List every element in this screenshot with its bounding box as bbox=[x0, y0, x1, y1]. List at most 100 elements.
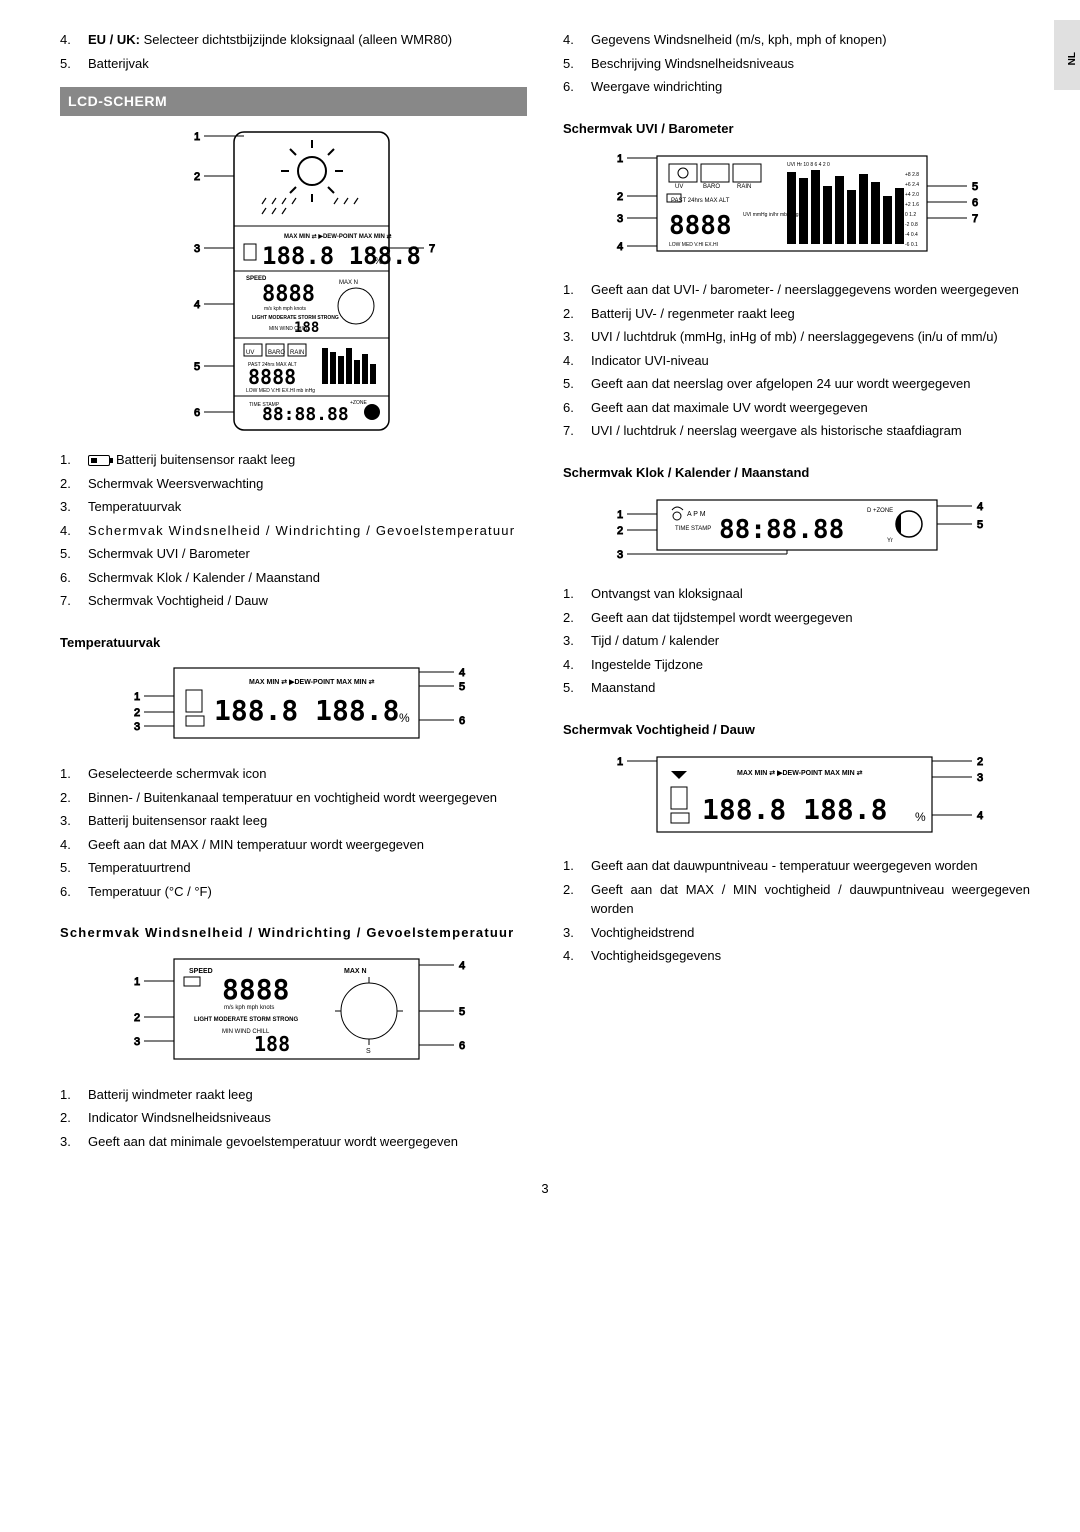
list-item: 6.Geeft aan dat maximale UV wordt weerge… bbox=[563, 398, 1030, 418]
battery-icon bbox=[88, 455, 110, 466]
svg-text:5: 5 bbox=[459, 681, 465, 693]
svg-text:TIME STAMP: TIME STAMP bbox=[675, 526, 711, 532]
svg-text:RAIN: RAIN bbox=[737, 184, 751, 190]
svg-text:3: 3 bbox=[134, 1036, 140, 1048]
svg-text:3: 3 bbox=[617, 213, 623, 225]
list-item: 3.UVI / luchtdruk (mmHg, inHg of mb) / n… bbox=[563, 327, 1030, 347]
svg-text:1: 1 bbox=[617, 509, 623, 521]
svg-text:LOW MED V.HI EX.HI: LOW MED V.HI EX.HI bbox=[669, 242, 718, 248]
svg-text:6: 6 bbox=[972, 197, 978, 209]
list-item: 4.EU / UK: Selecteer dichtstbijzijnde kl… bbox=[60, 30, 527, 50]
svg-text:%: % bbox=[374, 256, 383, 267]
list-item: 2.Binnen- / Buitenkanaal temperatuur en … bbox=[60, 788, 527, 808]
svg-text:3: 3 bbox=[977, 772, 983, 784]
svg-text:8888: 8888 bbox=[248, 365, 296, 389]
list-item: 6.Temperatuur (°C / °F) bbox=[60, 882, 527, 902]
svg-text:8888: 8888 bbox=[222, 973, 289, 1006]
wind-subhead: Schermvak Windsnelheid / Windrichting / … bbox=[60, 923, 527, 943]
svg-text:3: 3 bbox=[617, 549, 623, 561]
svg-text:3: 3 bbox=[194, 243, 200, 255]
svg-text:PAST 24hrs MAX ALT: PAST 24hrs MAX ALT bbox=[671, 198, 730, 204]
svg-text:2: 2 bbox=[977, 756, 983, 768]
svg-text:MAX N: MAX N bbox=[344, 968, 367, 975]
svg-text:5: 5 bbox=[972, 181, 978, 193]
svg-text:1: 1 bbox=[617, 153, 623, 165]
svg-text:S: S bbox=[366, 1048, 371, 1055]
svg-text:MAX MIN ⇄ ▶DEW-POINT MAX MIN ⇄: MAX MIN ⇄ ▶DEW-POINT MAX MIN ⇄ bbox=[284, 232, 392, 240]
list-item: 2.Indicator Windsnelheidsniveaus bbox=[60, 1108, 527, 1128]
list-item: 2.Batterij UV- / regenmeter raakt leeg bbox=[563, 304, 1030, 324]
temp-diagram: MAX MIN ⇄ ▶DEW-POINT MAX MIN ⇄ 188.8 188… bbox=[94, 660, 494, 750]
list-item: 5.Schermvak UVI / Barometer bbox=[60, 544, 527, 564]
svg-text:5: 5 bbox=[459, 1006, 465, 1018]
svg-text:5: 5 bbox=[977, 519, 983, 531]
list-item: 6.Weergave windrichting bbox=[563, 77, 1030, 97]
svg-text:LIGHT MODERATE STORM STRONG: LIGHT MODERATE STORM STRONG bbox=[194, 1017, 298, 1023]
list-item: 6.Schermvak Klok / Kalender / Maanstand bbox=[60, 568, 527, 588]
svg-text:2: 2 bbox=[617, 525, 623, 537]
svg-text:UVI Hr 10 8 6 4 2 0: UVI Hr 10 8 6 4 2 0 bbox=[787, 162, 830, 168]
svg-text:TIME STAMP: TIME STAMP bbox=[249, 402, 280, 408]
svg-text:+6 2.4: +6 2.4 bbox=[905, 182, 919, 188]
svg-text:1: 1 bbox=[134, 976, 140, 988]
svg-text:8888: 8888 bbox=[669, 211, 732, 241]
svg-text:7: 7 bbox=[429, 243, 435, 255]
svg-text:1: 1 bbox=[194, 131, 200, 143]
svg-text:m/s kph mph knots: m/s kph mph knots bbox=[224, 1005, 274, 1011]
svg-text:88:88.88: 88:88.88 bbox=[719, 515, 844, 545]
svg-text:188: 188 bbox=[294, 320, 319, 336]
svg-text:2: 2 bbox=[617, 191, 623, 203]
list-item: 3.Tijd / datum / kalender bbox=[563, 631, 1030, 651]
svg-text:8888: 8888 bbox=[262, 282, 315, 307]
svg-text:1: 1 bbox=[134, 691, 140, 703]
side-tab-label: NL bbox=[1065, 52, 1080, 65]
svg-text:4: 4 bbox=[977, 810, 983, 822]
two-column-layout: 4.EU / UK: Selecteer dichtstbijzijnde kl… bbox=[60, 30, 1030, 1155]
list-item: 1.Ontvangst van kloksignaal bbox=[563, 584, 1030, 604]
svg-text:m/s kph mph knots: m/s kph mph knots bbox=[264, 306, 306, 312]
svg-text:6: 6 bbox=[459, 1040, 465, 1052]
svg-text:188.8 188.8: 188.8 188.8 bbox=[702, 793, 887, 826]
svg-text:-4 0.4: -4 0.4 bbox=[905, 232, 918, 238]
list-item: 2.Schermvak Weersverwachting bbox=[60, 474, 527, 494]
list-item: 5.Geeft aan dat neerslag over afgelopen … bbox=[563, 374, 1030, 394]
list-item: 7.Schermvak Vochtigheid / Dauw bbox=[60, 591, 527, 611]
svg-text:-6 0.1: -6 0.1 bbox=[905, 242, 918, 248]
list-item: 2.Geeft aan dat tijdstempel wordt weerge… bbox=[563, 608, 1030, 628]
svg-text:1: 1 bbox=[617, 756, 623, 768]
humid-subhead: Schermvak Vochtigheid / Dauw bbox=[563, 720, 1030, 740]
left-continued-list: 4.EU / UK: Selecteer dichtstbijzijnde kl… bbox=[60, 30, 527, 73]
svg-text:MAX N: MAX N bbox=[339, 280, 358, 286]
list-item: 3.Vochtigheidstrend bbox=[563, 923, 1030, 943]
svg-text:4: 4 bbox=[977, 501, 983, 513]
temp-list: 1.Geselecteerde schermvak icon 2.Binnen-… bbox=[60, 764, 527, 901]
uvi-diagram: UV BARO RAIN PAST 24hrs MAX ALT 8888 UVI… bbox=[587, 146, 1007, 266]
list-item: 4.Gegevens Windsnelheid (m/s, kph, mph o… bbox=[563, 30, 1030, 50]
list-item: 1.Batterij windmeter raakt leeg bbox=[60, 1085, 527, 1105]
uvi-list: 1.Geeft aan dat UVI- / barometer- / neer… bbox=[563, 280, 1030, 441]
list-item: 4.Geeft aan dat MAX / MIN temperatuur wo… bbox=[60, 835, 527, 855]
svg-text:4: 4 bbox=[459, 960, 465, 972]
right-continued-list: 4.Gegevens Windsnelheid (m/s, kph, mph o… bbox=[563, 30, 1030, 97]
svg-text:4: 4 bbox=[194, 299, 200, 311]
svg-text:BARO: BARO bbox=[703, 184, 720, 190]
svg-text:+4 2.0: +4 2.0 bbox=[905, 192, 919, 198]
svg-text:RAIN: RAIN bbox=[290, 350, 304, 356]
list-item: 1.Geeft aan dat dauwpuntniveau - tempera… bbox=[563, 856, 1030, 876]
svg-text:2: 2 bbox=[134, 707, 140, 719]
list-item: 1.Geeft aan dat UVI- / barometer- / neer… bbox=[563, 280, 1030, 300]
svg-text:188: 188 bbox=[254, 1032, 290, 1056]
svg-text:Yr: Yr bbox=[887, 538, 893, 544]
svg-text:SPEED: SPEED bbox=[189, 968, 213, 975]
list-item: 2.Geeft aan dat MAX / MIN vochtigheid / … bbox=[563, 880, 1030, 919]
list-item: 5.Temperatuurtrend bbox=[60, 858, 527, 878]
list-item: 7.UVI / luchtdruk / neerslag weergave al… bbox=[563, 421, 1030, 441]
svg-text:7: 7 bbox=[972, 213, 978, 225]
list-item: 3.Batterij buitensensor raakt leeg bbox=[60, 811, 527, 831]
svg-text:UV: UV bbox=[246, 350, 254, 356]
list-item: 5.Batterijvak bbox=[60, 54, 527, 74]
list-item: 4.Indicator UVI-niveau bbox=[563, 351, 1030, 371]
svg-text:4: 4 bbox=[617, 241, 623, 253]
list-item: 5.Maanstand bbox=[563, 678, 1030, 698]
svg-text:6: 6 bbox=[194, 407, 200, 419]
